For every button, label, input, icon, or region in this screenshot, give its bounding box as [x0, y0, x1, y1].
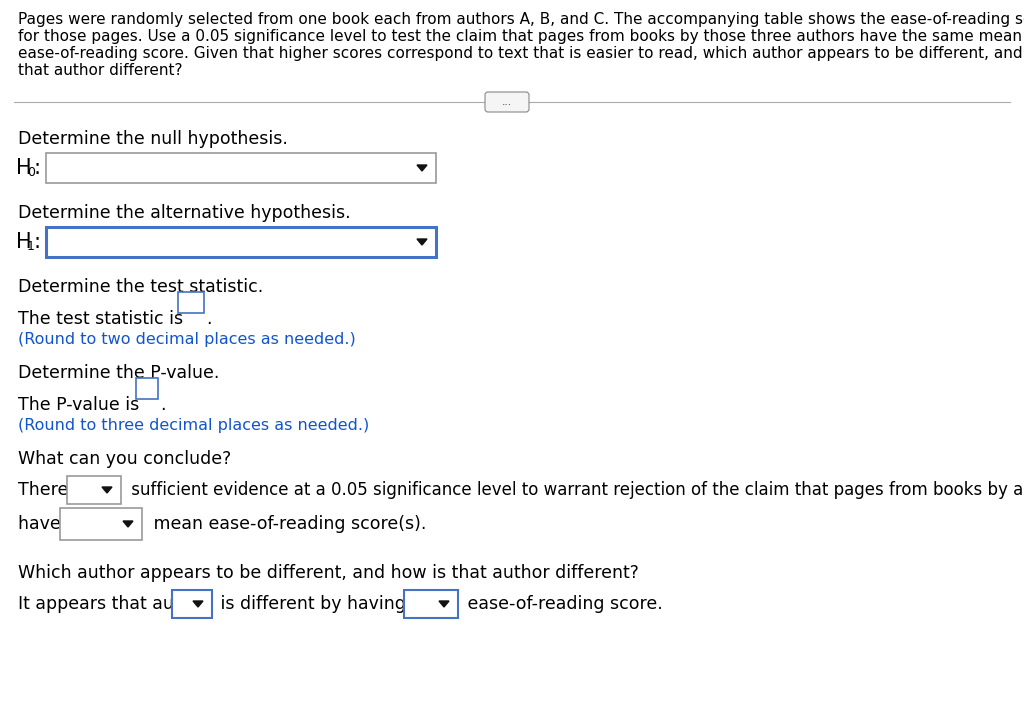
Text: It appears that author: It appears that author: [18, 595, 215, 613]
Text: Which author appears to be different, and how is that author different?: Which author appears to be different, an…: [18, 564, 639, 582]
Text: What can you conclude?: What can you conclude?: [18, 450, 231, 468]
Text: The P-value is: The P-value is: [18, 396, 144, 414]
Text: (Round to two decimal places as needed.): (Round to two decimal places as needed.): [18, 332, 355, 347]
Text: There: There: [18, 481, 74, 499]
Polygon shape: [193, 601, 203, 607]
Text: H: H: [16, 158, 32, 178]
FancyBboxPatch shape: [404, 590, 458, 618]
FancyBboxPatch shape: [60, 508, 142, 540]
Text: H: H: [16, 232, 32, 252]
Text: Determine the P-value.: Determine the P-value.: [18, 364, 219, 382]
FancyBboxPatch shape: [172, 590, 212, 618]
Text: is different by having the: is different by having the: [215, 595, 445, 613]
Polygon shape: [102, 487, 112, 493]
Polygon shape: [417, 165, 427, 171]
Polygon shape: [123, 521, 133, 527]
Text: Pages were randomly selected from one book each from authors A, B, and C. The ac: Pages were randomly selected from one bo…: [18, 12, 1024, 27]
FancyBboxPatch shape: [46, 153, 436, 183]
Text: The test statistic is: The test statistic is: [18, 310, 188, 328]
Text: :: :: [34, 232, 41, 252]
Text: ease-of-reading score. Given that higher scores correspond to text that is easie: ease-of-reading score. Given that higher…: [18, 46, 1024, 61]
Text: (Round to three decimal places as needed.): (Round to three decimal places as needed…: [18, 418, 370, 433]
FancyBboxPatch shape: [485, 92, 529, 112]
Text: sufficient evidence at a 0.05 significance level to warrant rejection of the cla: sufficient evidence at a 0.05 significan…: [126, 481, 1024, 499]
Text: 0: 0: [27, 167, 35, 180]
Text: 1: 1: [27, 240, 35, 253]
Text: Determine the null hypothesis.: Determine the null hypothesis.: [18, 130, 288, 148]
Polygon shape: [439, 601, 449, 607]
Text: ease-of-reading score.: ease-of-reading score.: [462, 595, 663, 613]
Text: have: have: [18, 515, 67, 533]
Text: Determine the alternative hypothesis.: Determine the alternative hypothesis.: [18, 204, 350, 222]
Text: mean ease-of-reading score(s).: mean ease-of-reading score(s).: [148, 515, 426, 533]
FancyBboxPatch shape: [136, 378, 158, 399]
Text: Determine the test statistic.: Determine the test statistic.: [18, 278, 263, 296]
FancyBboxPatch shape: [67, 476, 121, 504]
Polygon shape: [417, 239, 427, 245]
Text: .: .: [160, 396, 166, 414]
FancyBboxPatch shape: [178, 292, 204, 313]
Text: that author different?: that author different?: [18, 63, 182, 78]
Text: .: .: [206, 310, 212, 328]
Text: :: :: [34, 158, 41, 178]
Text: for those pages. Use a 0.05 significance level to test the claim that pages from: for those pages. Use a 0.05 significance…: [18, 29, 1022, 44]
FancyBboxPatch shape: [46, 227, 436, 257]
Text: ...: ...: [502, 97, 512, 107]
